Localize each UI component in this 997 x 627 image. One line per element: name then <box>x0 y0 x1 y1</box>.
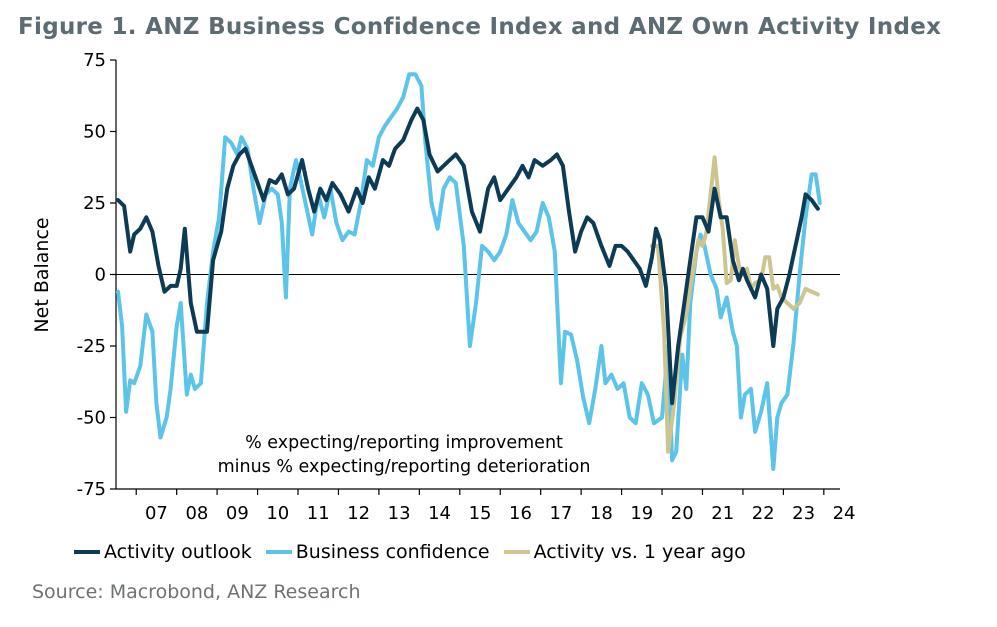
y-tick-label: -50 <box>77 408 106 429</box>
x-tick-label: 23 <box>792 503 815 524</box>
x-tick-label: 18 <box>590 503 613 524</box>
legend-item-business-confidence: Business confidence <box>265 541 490 563</box>
x-tick-label: 16 <box>509 503 532 524</box>
y-axis-label: Net Balance <box>31 217 53 332</box>
source-note: Source: Macrobond, ANZ Research <box>32 581 361 603</box>
y-axis: -75 -50 -25 0 25 50 75 <box>77 50 116 500</box>
y-tick-label: -75 <box>77 479 106 500</box>
x-tick-label: 24 <box>833 503 856 524</box>
x-tick-label: 17 <box>549 503 572 524</box>
y-tick-label: -25 <box>77 336 106 357</box>
annotation-line-2: minus % expecting/reporting deterioratio… <box>218 457 591 477</box>
y-tick-label: 0 <box>95 265 106 286</box>
x-tick-label: 19 <box>630 503 653 524</box>
legend-item-activity-vs-year-ago: Activity vs. 1 year ago <box>503 541 746 563</box>
x-tick-label: 09 <box>226 503 249 524</box>
legend-label-activity-vs-year-ago: Activity vs. 1 year ago <box>533 541 746 563</box>
x-tick-label: 15 <box>469 503 492 524</box>
x-tick-label: 11 <box>307 503 330 524</box>
legend-swatch-business-confidence <box>265 550 292 554</box>
series-line-activity-vs-1-year-ago <box>649 155 820 454</box>
series-line-activity-outlook <box>116 106 820 406</box>
x-tick-label: 21 <box>711 503 734 524</box>
legend: Activity outlook Business confidence Act… <box>74 541 760 563</box>
y-tick-label: 25 <box>83 193 106 214</box>
x-tick-label: 22 <box>752 503 775 524</box>
legend-swatch-activity-vs-year-ago <box>503 550 530 554</box>
x-tick-label: 08 <box>185 503 208 524</box>
legend-label-business-confidence: Business confidence <box>295 541 490 563</box>
x-axis: 07 08 09 10 11 12 13 14 15 16 17 18 19 20 21 22 23 24 <box>135 489 856 524</box>
legend-label-activity-outlook: Activity outlook <box>104 541 252 563</box>
y-tick-label: 50 <box>83 122 106 143</box>
x-tick-label: 14 <box>428 503 451 524</box>
y-tick-label: 75 <box>83 50 106 71</box>
x-tick-label: 13 <box>388 503 411 524</box>
x-tick-label: 12 <box>347 503 370 524</box>
legend-swatch-activity-outlook <box>74 550 100 554</box>
x-tick-label: 07 <box>145 503 168 524</box>
annotation-line-1: % expecting/reporting improvement <box>245 433 563 453</box>
chart-title: Figure 1. ANZ Business Confidence Index … <box>18 14 942 40</box>
series-layer <box>116 72 822 471</box>
legend-item-activity-outlook: Activity outlook <box>74 541 252 563</box>
x-tick-label: 20 <box>671 503 694 524</box>
series-line-business-confidence <box>116 72 822 471</box>
line-chart: -75 -50 -25 0 25 50 75 07 08 09 10 11 12 13 14 15 16 17 1… <box>31 50 856 524</box>
x-tick-label: 10 <box>266 503 289 524</box>
